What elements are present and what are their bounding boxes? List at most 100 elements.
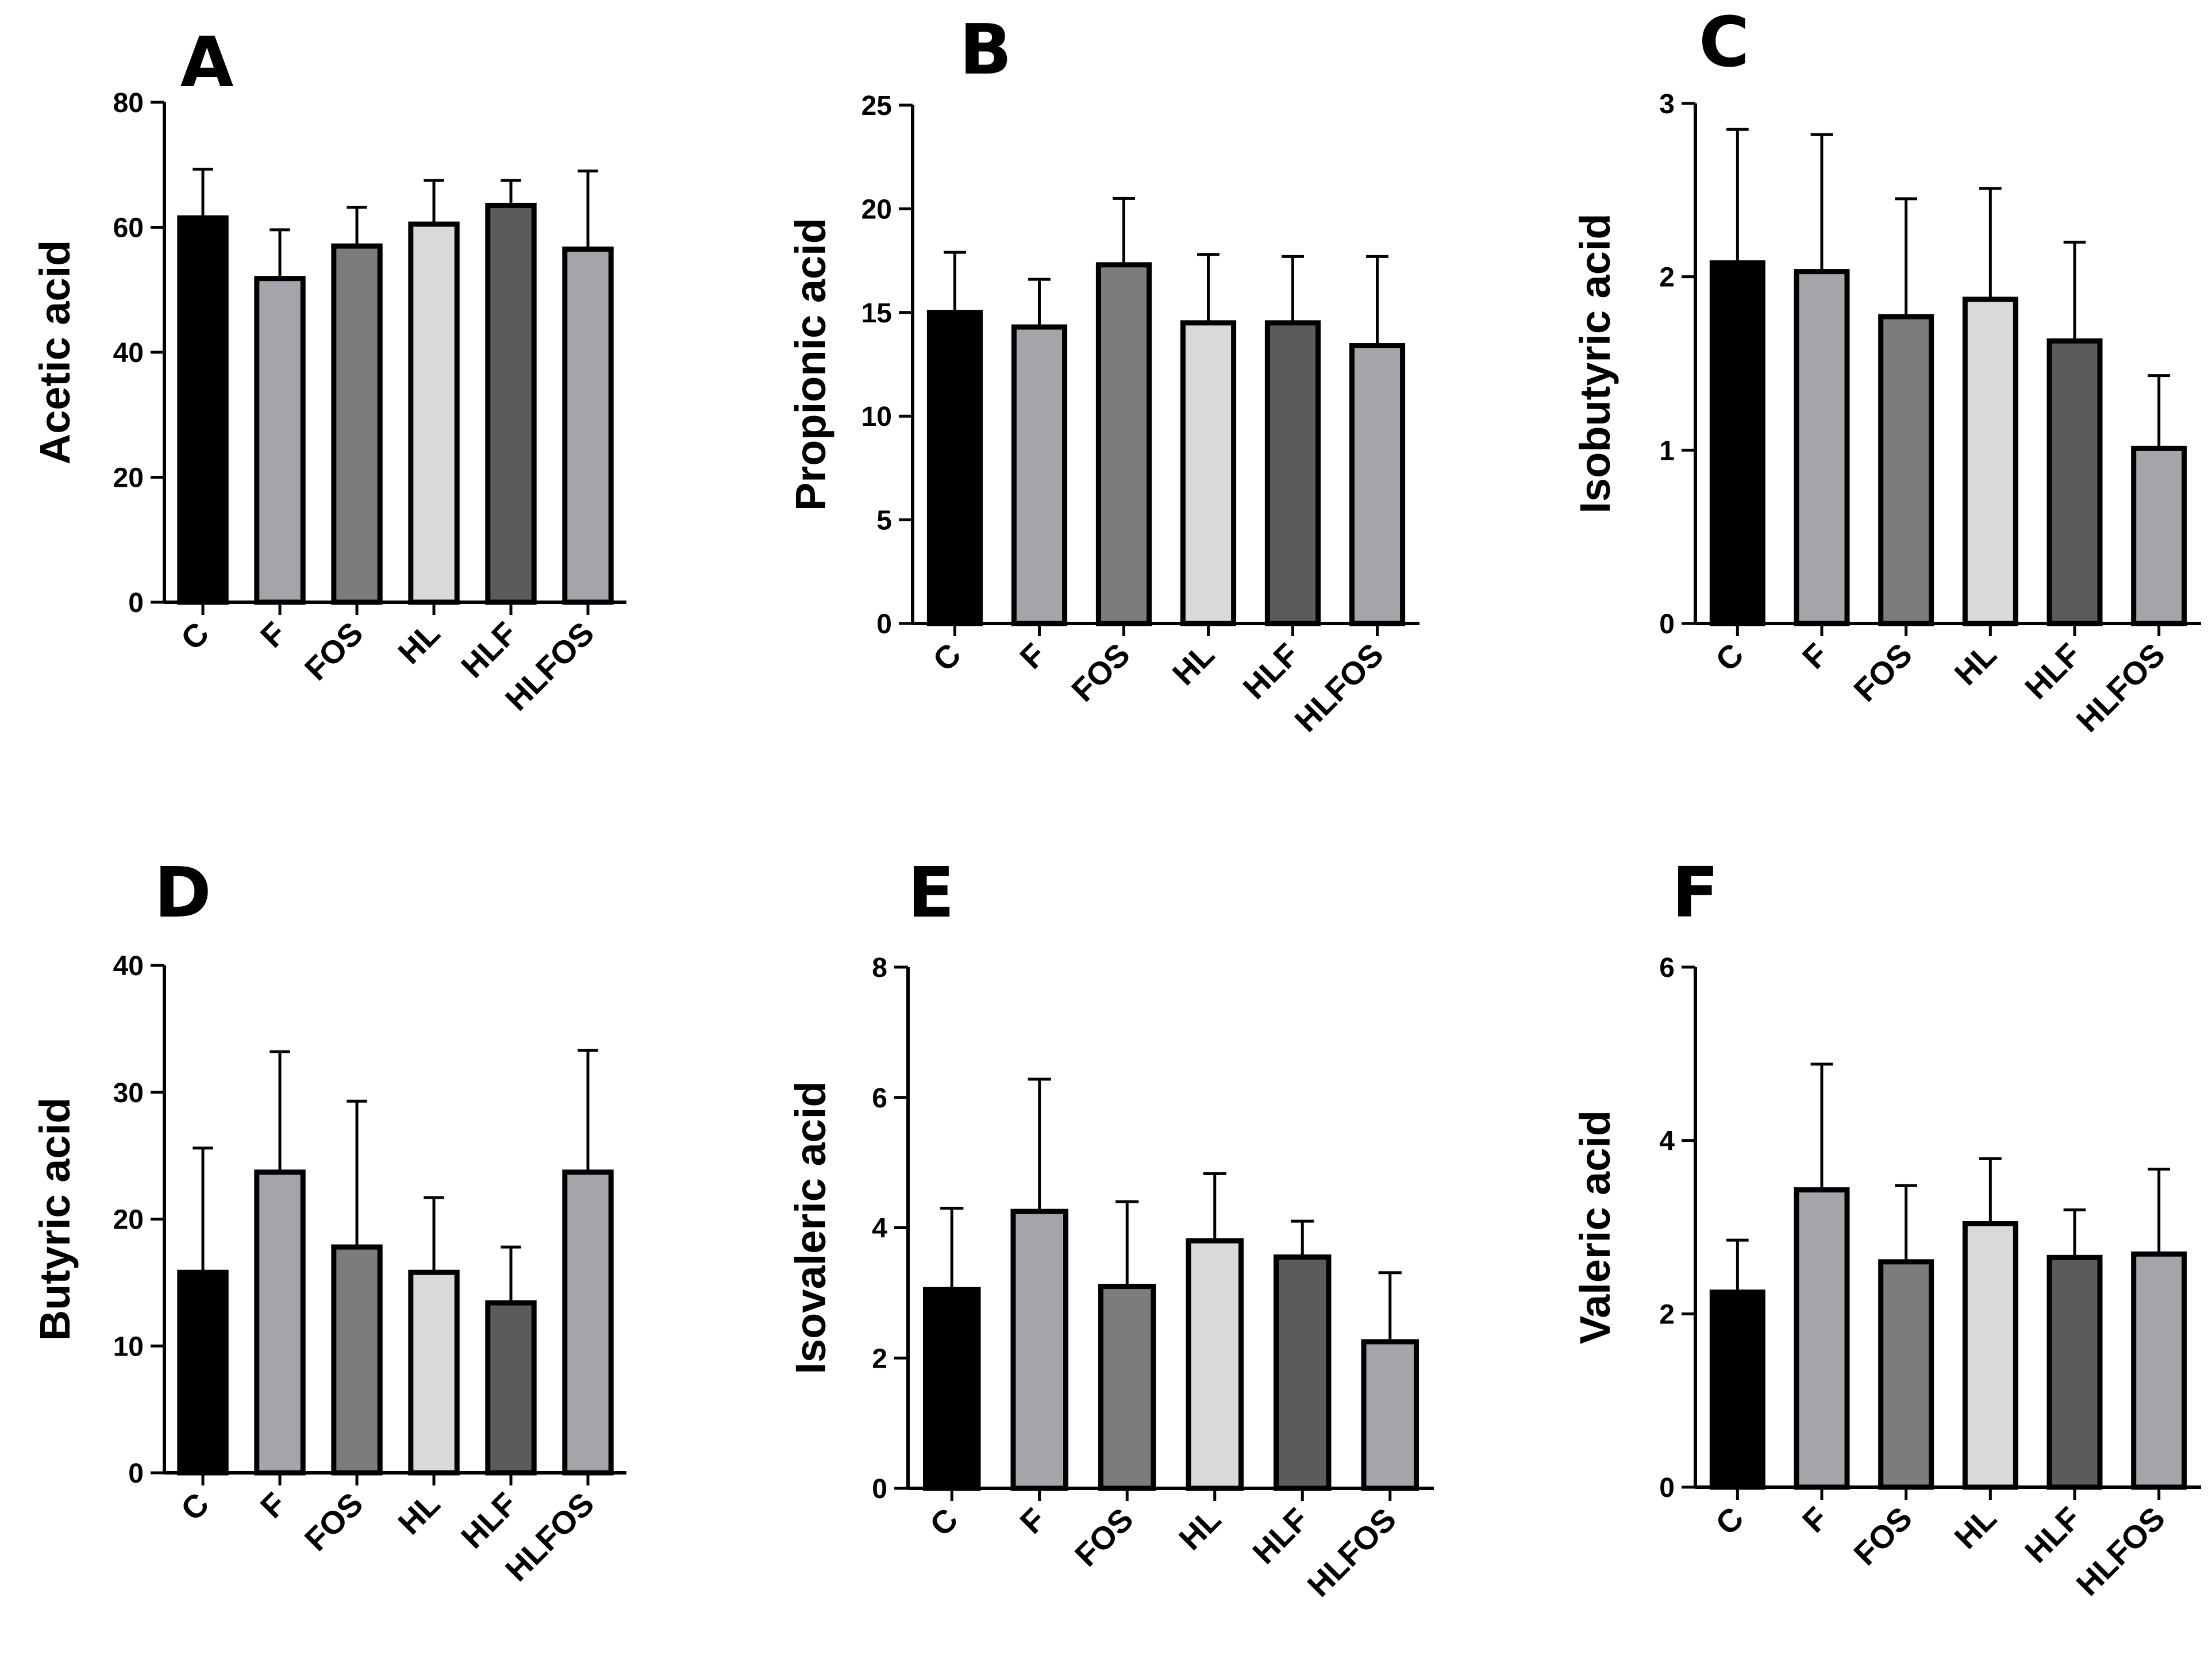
y-axis-label: Valeric acid xyxy=(1571,1110,1619,1344)
bar-hlfos xyxy=(2131,445,2187,626)
x-tick-label: HLF xyxy=(1245,1501,1315,1571)
bar-hlfos xyxy=(1349,343,1406,626)
panel-letter: C xyxy=(1699,3,1749,83)
y-tick-label: 0 xyxy=(1659,1473,1675,1503)
y-tick-label: 5 xyxy=(876,506,892,536)
bar-hl xyxy=(1962,297,2018,626)
bar-c xyxy=(1709,260,1765,626)
x-tick-label: HL xyxy=(1947,636,2003,692)
bar-c xyxy=(177,215,229,605)
y-tick-label: 0 xyxy=(876,609,892,640)
x-tick-label: FOS xyxy=(1846,1500,1919,1572)
x-tick-label: HL xyxy=(391,1485,447,1541)
x-tick-label: HL xyxy=(1947,1500,2003,1556)
y-axis-label: Propionic acid xyxy=(787,218,834,511)
bar-f xyxy=(1010,1208,1068,1491)
bar-fos xyxy=(1095,262,1152,626)
x-tick-label: HLF xyxy=(2018,1500,2088,1570)
y-tick-label: 0 xyxy=(128,588,144,618)
x-tick-label: HLFOS xyxy=(1287,636,1390,739)
x-tick-label: HL xyxy=(391,615,447,671)
panel-letter: D xyxy=(154,853,211,933)
y-tick-label: 20 xyxy=(113,1205,144,1235)
bar-fos xyxy=(1098,1284,1156,1491)
y-tick-label: 0 xyxy=(1659,609,1675,640)
bar-c xyxy=(923,1287,981,1491)
y-tick-label: 4 xyxy=(1659,1126,1675,1157)
x-tick-label: HLF xyxy=(454,1485,524,1556)
bar-hl xyxy=(1962,1221,2018,1490)
x-tick-label: F xyxy=(253,1485,293,1525)
x-tick-label: HL xyxy=(1165,636,1221,692)
panel-letter: A xyxy=(180,23,234,103)
y-tick-label: 4 xyxy=(872,1214,887,1244)
y-tick-label: 20 xyxy=(113,463,144,494)
y-tick-label: 6 xyxy=(1659,953,1675,983)
y-tick-label: 0 xyxy=(128,1458,144,1489)
x-tick-label: C xyxy=(174,1485,216,1527)
bar-hl xyxy=(408,221,460,605)
bar-f xyxy=(1011,324,1068,626)
y-tick-label: 40 xyxy=(113,951,144,981)
x-tick-label: HLF xyxy=(1236,636,1306,706)
y-tick-label: 10 xyxy=(861,402,892,432)
x-tick-label: HLFOS xyxy=(1301,1501,1403,1604)
x-tick-label: HLFOS xyxy=(2069,636,2172,739)
x-tick-label: C xyxy=(926,636,968,678)
bar-hlf xyxy=(485,202,537,605)
y-axis-label: Isovaleric acid xyxy=(787,1081,834,1374)
y-axis-label: Butyric acid xyxy=(31,1098,79,1341)
bar-c xyxy=(1709,1290,1765,1490)
panel-letter: B xyxy=(959,10,1011,90)
bar-hlfos xyxy=(1361,1339,1419,1491)
y-axis-label: Acetic acid xyxy=(31,240,79,465)
bar-fos xyxy=(331,1244,383,1476)
x-tick-label: C xyxy=(1709,636,1751,678)
bar-f xyxy=(1794,1187,1850,1490)
y-tick-label: 8 xyxy=(872,953,887,983)
x-tick-label: F xyxy=(1795,1500,1835,1539)
y-tick-label: 2 xyxy=(1659,1299,1675,1330)
y-tick-label: 10 xyxy=(113,1331,144,1362)
y-tick-label: 1 xyxy=(1659,436,1675,466)
bar-c xyxy=(926,310,983,626)
bar-f xyxy=(1794,269,1850,626)
y-tick-label: 6 xyxy=(872,1083,887,1114)
y-tick-label: 30 xyxy=(113,1078,144,1108)
bar-hlf xyxy=(1274,1254,1332,1491)
x-tick-label: C xyxy=(174,615,216,657)
bar-hl xyxy=(1186,1238,1244,1491)
x-tick-label: FOS xyxy=(1064,636,1137,709)
y-tick-label: 40 xyxy=(113,338,144,368)
y-tick-label: 80 xyxy=(113,88,144,118)
y-tick-label: 20 xyxy=(861,194,892,225)
x-tick-label: FOS xyxy=(1068,1501,1140,1573)
bar-hlf xyxy=(2046,338,2103,626)
x-tick-label: FOS xyxy=(298,615,370,687)
x-tick-label: F xyxy=(1013,636,1052,676)
bar-fos xyxy=(1878,314,1934,626)
bar-fos xyxy=(1878,1259,1934,1490)
panel-letter: F xyxy=(1672,853,1719,933)
bar-hlf xyxy=(1264,320,1321,626)
x-tick-label: F xyxy=(253,615,293,655)
bar-hlf xyxy=(485,1300,537,1476)
bar-hlfos xyxy=(562,247,614,605)
x-tick-label: HLF xyxy=(2018,636,2088,706)
y-tick-label: 60 xyxy=(113,213,144,244)
x-tick-label: F xyxy=(1795,636,1835,676)
y-tick-label: 3 xyxy=(1659,89,1675,120)
bar-hlfos xyxy=(562,1169,614,1476)
bar-f xyxy=(254,1169,306,1476)
y-tick-label: 2 xyxy=(872,1344,887,1374)
bar-hlf xyxy=(2046,1254,2103,1490)
y-tick-label: 0 xyxy=(872,1474,887,1504)
bar-hl xyxy=(1180,320,1237,626)
y-axis-label: Isobutyric acid xyxy=(1571,213,1619,513)
